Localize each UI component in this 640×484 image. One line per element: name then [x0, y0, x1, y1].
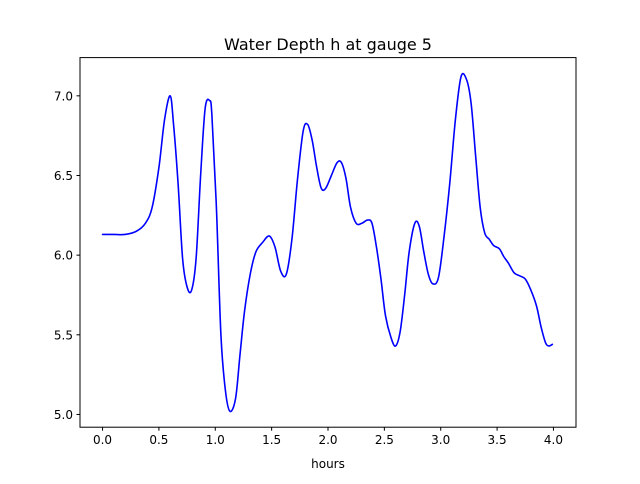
- x-tick-label: 4.0: [544, 433, 563, 447]
- y-tick-label: 5.5: [54, 328, 73, 342]
- y-tick-label: 6.5: [54, 169, 73, 183]
- x-tick-label: 0.5: [149, 433, 168, 447]
- plot-area: [80, 57, 576, 428]
- series-layer: [101, 72, 554, 413]
- chart-title: Water Depth h at gauge 5: [224, 35, 432, 54]
- x-axis-ticks: 0.0 0.5 1.0 1.5 2.0 2.5 3.0 3.5 4.0: [93, 427, 563, 447]
- x-tick-label: 2.0: [318, 433, 337, 447]
- plot-frame: [79, 57, 577, 428]
- x-tick-label: 1.5: [262, 433, 281, 447]
- x-tick-label: 0.0: [93, 433, 112, 447]
- x-tick-label: 3.0: [431, 433, 450, 447]
- x-axis-label: hours: [311, 457, 345, 471]
- series-line-0: [101, 72, 554, 413]
- y-tick-label: 7.0: [54, 89, 73, 103]
- y-tick-label: 5.0: [54, 408, 73, 422]
- x-tick-label: 2.5: [375, 433, 394, 447]
- y-axis-ticks: 5.0 5.5 6.0 6.5 7.0: [54, 89, 80, 422]
- x-tick-label: 3.5: [488, 433, 507, 447]
- x-tick-label: 1.0: [206, 433, 225, 447]
- y-tick-label: 6.0: [54, 249, 73, 263]
